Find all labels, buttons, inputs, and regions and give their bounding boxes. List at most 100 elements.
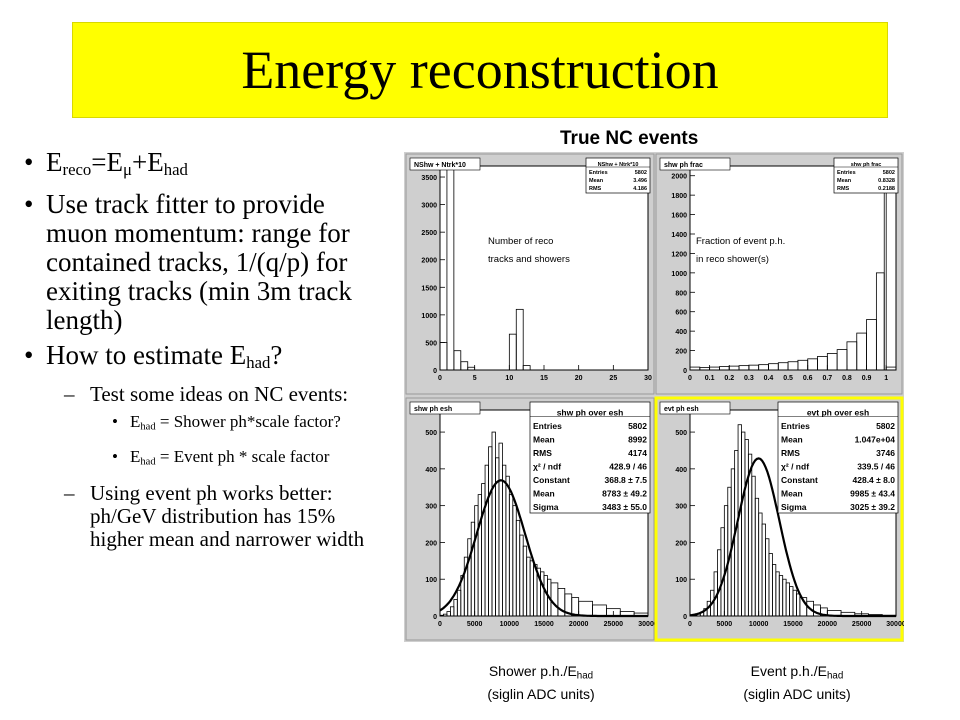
stats-key: Sigma bbox=[781, 502, 807, 512]
x-tick-label: 0.6 bbox=[803, 375, 813, 382]
y-tick-label: 200 bbox=[675, 540, 687, 547]
hist-bin bbox=[453, 350, 462, 371]
x-tick-label: 15000 bbox=[783, 621, 803, 628]
x-tick-label: 0 bbox=[438, 621, 442, 628]
x-tick-label: 25000 bbox=[852, 621, 872, 628]
y-tick-label: 200 bbox=[425, 540, 437, 547]
caption-event: Event p.h./Ehad (siglin ADC units) bbox=[712, 662, 882, 703]
hist-title-box: shw ph esh bbox=[409, 401, 481, 415]
ereco-plus: +E bbox=[132, 147, 164, 177]
stats-value: 339.5 / 46 bbox=[857, 462, 895, 472]
ss1-text: = Shower ph*scale factor? bbox=[155, 412, 341, 432]
x-tick-label: 30 bbox=[644, 375, 652, 382]
histogram-panels: 0 5 10 15 20 25 300500100015002000250030003500… bbox=[405, 153, 906, 642]
x-tick-label: 25000 bbox=[604, 621, 624, 628]
stats-header: NShw + Ntrk*10 bbox=[598, 162, 639, 168]
ereco-sub-mu: μ bbox=[123, 160, 133, 180]
ss1-e: E bbox=[130, 412, 141, 432]
ss2-e: E bbox=[130, 446, 141, 466]
x-tick-label: 5000 bbox=[467, 621, 483, 628]
ereco-sub-reco: reco bbox=[62, 160, 92, 180]
stats-box: shw ph frac Entries 5802 Mean 0.8328 RMS 0.218… bbox=[833, 157, 899, 194]
x-tick-label: 0.7 bbox=[822, 375, 832, 382]
y-tick-label: 500 bbox=[425, 430, 437, 437]
figure-header: True NC events bbox=[560, 128, 699, 149]
stats-key: Entries bbox=[781, 421, 810, 431]
stats-value: 3.496 bbox=[633, 178, 647, 184]
hist-title: evt ph esh bbox=[664, 406, 699, 413]
y-tick-label: 100 bbox=[675, 577, 687, 584]
stats-frame bbox=[833, 157, 899, 194]
histogram-panel-2: 0 0.1 0.2 0.3 0.4 0.5 0.6 0.7 0.8 0.9 1 0 200 400 600 8… bbox=[655, 153, 903, 395]
y-tick-label: 0 bbox=[683, 368, 687, 375]
ereco-sub-had: had bbox=[163, 160, 188, 180]
x-tick-label: 0.4 bbox=[764, 375, 774, 382]
stats-key: Mean bbox=[533, 435, 555, 445]
stats-value: 428.9 / 46 bbox=[609, 462, 647, 472]
y-tick-label: 1600 bbox=[671, 213, 687, 220]
stats-value: 4.186 bbox=[633, 186, 647, 192]
y-tick-label: 2000 bbox=[421, 258, 437, 265]
x-tick-label: 0.8 bbox=[842, 375, 852, 382]
stats-frame bbox=[585, 157, 651, 194]
y-tick-label: 2500 bbox=[421, 230, 437, 237]
stats-key: Mean bbox=[781, 435, 803, 445]
y-tick-label: 400 bbox=[425, 467, 437, 474]
estimate-q: ? bbox=[270, 340, 283, 371]
histogram-panel-4: 0 5000 10000 15000 20000 25000 30000 0 100 200 300… bbox=[654, 396, 906, 642]
stats-key: χ² / ndf bbox=[781, 462, 809, 472]
y-tick-label: 100 bbox=[425, 577, 437, 584]
hist-bin bbox=[515, 308, 524, 371]
annotation-line-2: tracks and showers bbox=[488, 254, 570, 265]
hist-title: NShw + Ntrk*10 bbox=[414, 162, 466, 169]
hist-title-frame bbox=[409, 401, 481, 415]
hist-title-frame bbox=[659, 401, 731, 415]
x-tick-label: 30000 bbox=[638, 621, 658, 628]
stats-key: Mean bbox=[837, 178, 852, 184]
y-tick-label: 400 bbox=[675, 467, 687, 474]
y-tick-label: 0 bbox=[433, 614, 437, 621]
y-tick-label: 1400 bbox=[671, 232, 687, 239]
x-tick-label: 0.9 bbox=[862, 375, 872, 382]
y-tick-label: 500 bbox=[675, 430, 687, 437]
y-tick-label: 2000 bbox=[671, 174, 687, 181]
caption-event-units: (siglin ADC units) bbox=[743, 686, 851, 703]
x-tick-label: 0 bbox=[438, 375, 442, 382]
caption-shower-line1: Shower p.h./Ehad bbox=[456, 662, 626, 685]
y-tick-label: 3000 bbox=[421, 203, 437, 210]
stats-box: shw ph over esh Entries 5802 Mean 8992 RMS 417… bbox=[529, 401, 651, 514]
hist-bin bbox=[522, 365, 531, 371]
stats-header: shw ph frac bbox=[851, 162, 882, 168]
stats-key: RMS bbox=[781, 448, 800, 458]
subsub-shower-ph: Ehad = Shower ph*scale factor? bbox=[20, 412, 392, 437]
stats-value: 5802 bbox=[876, 421, 895, 431]
histogram-figure: 0 5 10 15 20 25 30 0 500 1000 1500 2000 2500 3000 3500… bbox=[404, 152, 906, 642]
plot-area bbox=[439, 165, 649, 371]
subsub-event-ph: Ehad = Event ph * scale factor bbox=[20, 447, 392, 472]
x-tick-label: 1 bbox=[884, 375, 888, 382]
bullet-ereco: Ereco=Eμ+Ehad bbox=[20, 148, 392, 184]
x-tick-label: 15 bbox=[540, 375, 548, 382]
annotation-line-1: Number of reco bbox=[488, 236, 553, 247]
y-tick-label: 1000 bbox=[671, 271, 687, 278]
x-tick-label: 15000 bbox=[534, 621, 554, 628]
stats-value: 5802 bbox=[628, 421, 647, 431]
slide-title: Energy reconstruction bbox=[241, 40, 719, 100]
ss2-text: = Event ph * scale factor bbox=[155, 446, 330, 466]
caption-event-line1: Event p.h./Ehad bbox=[712, 662, 882, 685]
hist-title-frame bbox=[409, 157, 481, 171]
histogram-panel-3: 0 5000 10000 15000 20000 25000 30000 0 100 200 300… bbox=[405, 397, 658, 641]
x-tick-label: 25 bbox=[609, 375, 617, 382]
y-tick-label: 1800 bbox=[671, 193, 687, 200]
x-tick-label: 0.2 bbox=[724, 375, 734, 382]
stats-header: evt ph over esh bbox=[807, 408, 869, 418]
stats-key: Sigma bbox=[533, 502, 559, 512]
y-tick-label: 1000 bbox=[421, 313, 437, 320]
hist-title: shw ph esh bbox=[414, 406, 452, 413]
y-tick-label: 800 bbox=[675, 290, 687, 297]
stats-box: NShw + Ntrk*10 Entries 5802 Mean 3.496 RMS 4.1… bbox=[585, 157, 651, 194]
y-tick-label: 1500 bbox=[421, 285, 437, 292]
x-tick-label: 0.5 bbox=[783, 375, 793, 382]
stats-key: Entries bbox=[837, 170, 856, 176]
stats-key: χ² / ndf bbox=[533, 462, 561, 472]
